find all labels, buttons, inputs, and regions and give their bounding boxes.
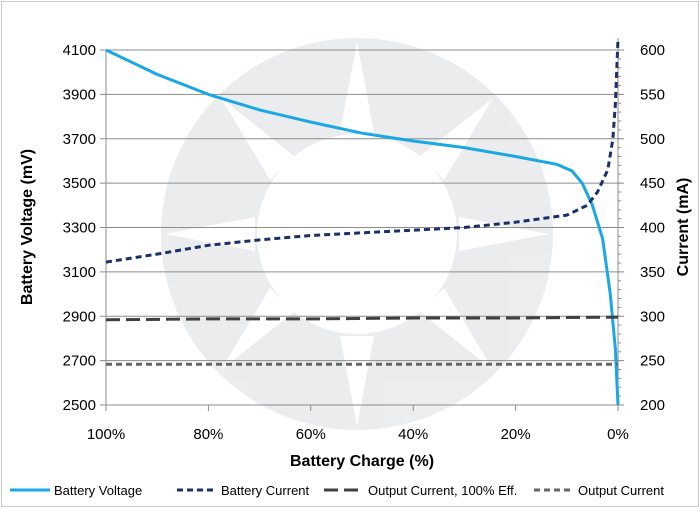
right-y-tick-label: 400 xyxy=(640,220,665,237)
x-tick-label: 0% xyxy=(607,426,629,443)
series xyxy=(105,39,620,406)
x-tick-label: 60% xyxy=(296,426,326,443)
legend: Battery Voltage Battery Current Output Cur… xyxy=(10,483,664,498)
left-y-tick-label: 3700 xyxy=(63,131,96,148)
x-axis-title: Battery Charge (%) xyxy=(290,453,434,470)
legend-label: Output Current, 100% Eff. xyxy=(368,483,517,498)
left-y-tick-label: 3500 xyxy=(63,175,96,192)
x-tick-label: 20% xyxy=(501,426,531,443)
left-y-tick-label: 3900 xyxy=(63,86,96,103)
left-y-tick-label: 2500 xyxy=(63,397,96,414)
left-y-tick-label: 2700 xyxy=(63,353,96,370)
left-y-tick-label: 3300 xyxy=(63,220,96,237)
right-y-tick-label: 450 xyxy=(640,175,665,192)
series-line-battery-current xyxy=(105,39,620,264)
x-tick-label: 40% xyxy=(398,426,428,443)
right-y-tick-label: 600 xyxy=(640,42,665,59)
x-tick-label: 80% xyxy=(193,426,223,443)
left-y-tick-label: 3100 xyxy=(63,264,96,281)
right-y-tick-label: 300 xyxy=(640,308,665,325)
right-y-axis-title: Current (mA) xyxy=(675,178,692,277)
axes xyxy=(100,38,624,411)
legend-label: Battery Voltage xyxy=(54,483,142,498)
right-y-tick-label: 550 xyxy=(640,86,665,103)
right-y-tick-label: 250 xyxy=(640,353,665,370)
tick-labels: 4100 3900 3700 3500 3300 3100 2900 2700 2500 600 5… xyxy=(63,42,665,443)
legend-label: Output Current xyxy=(578,483,664,498)
x-tick-label: 100% xyxy=(87,426,125,443)
left-y-tick-label: 2900 xyxy=(63,308,96,325)
left-y-axis-title: Battery Voltage (mV) xyxy=(19,149,36,305)
legend-label: Battery Current xyxy=(221,483,310,498)
left-y-tick-label: 4100 xyxy=(63,42,96,59)
right-y-tick-label: 350 xyxy=(640,264,665,281)
series-line-battery-voltage xyxy=(105,48,620,406)
right-y-tick-label: 500 xyxy=(640,131,665,148)
right-y-tick-label: 200 xyxy=(640,397,665,414)
series-line-output-current-100-eff- xyxy=(105,315,619,322)
